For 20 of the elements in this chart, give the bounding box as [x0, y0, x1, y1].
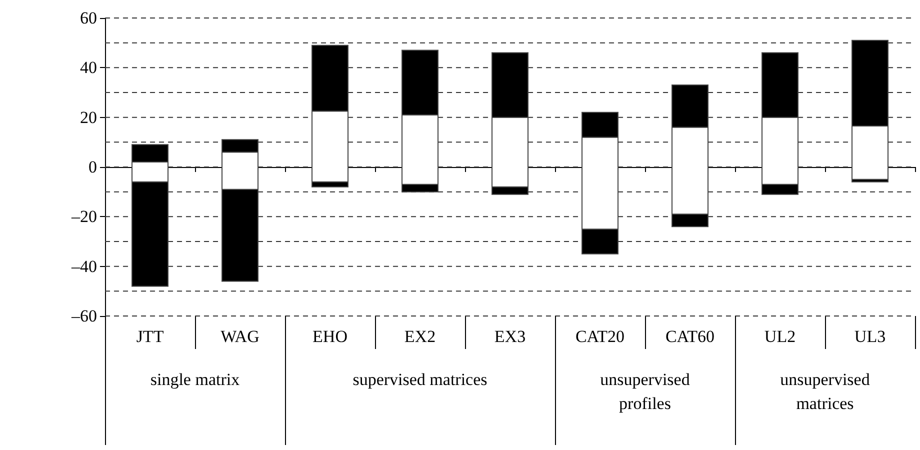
x-tick-label: WAG [220, 327, 260, 346]
x-tick-label: EHO [312, 327, 348, 346]
x-tick-label: JTT [136, 327, 164, 346]
x-tick-label: UL2 [764, 327, 796, 346]
x-tick-label: EX2 [404, 327, 436, 346]
x-tick-label: EX3 [494, 327, 526, 346]
x-tick-label: CAT20 [575, 327, 625, 346]
text: unsupervised profiles [599, 369, 691, 415]
text: single matrix [149, 369, 241, 391]
y-tick-label: 0 [88, 158, 97, 176]
y-tick-label: –20 [70, 207, 97, 226]
y-tick-label: 40 [80, 58, 97, 78]
y-tick-label: 60 [80, 8, 97, 28]
y-tick-label: –60 [70, 306, 97, 326]
text: supervised matrices [352, 369, 488, 391]
y-tick-label: 20 [80, 108, 97, 127]
y-tick-label: –40 [70, 256, 97, 276]
x-tick-label: UL3 [854, 327, 886, 346]
x-tick-label: CAT60 [665, 327, 715, 346]
text: unsupervised matrices [779, 369, 871, 415]
